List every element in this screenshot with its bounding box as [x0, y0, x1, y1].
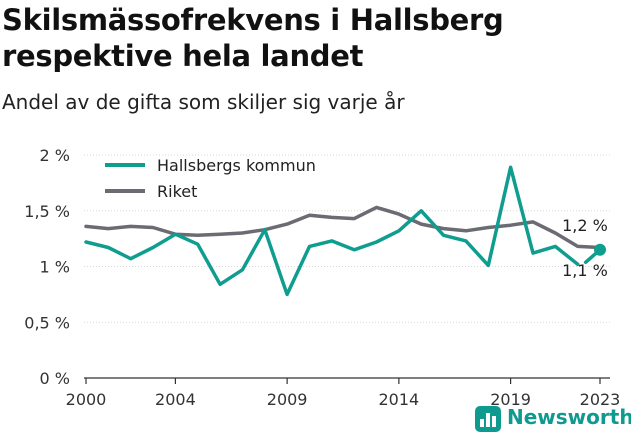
series-endpoint-hallsberg: [594, 243, 606, 256]
end-label-hallsberg: 1,1 %: [562, 261, 608, 280]
x-tick-label: 2009: [267, 390, 308, 409]
x-tick-label: 2000: [66, 390, 107, 409]
series-line-riket: [84, 205, 602, 250]
y-tick-label: 1 %: [40, 258, 70, 277]
legend-label: Hallsbergs kommun: [157, 156, 316, 175]
y-tick-label: 2 %: [40, 146, 70, 165]
x-tick-label: 2004: [155, 390, 196, 409]
x-tick-label: 2023: [580, 390, 621, 409]
chart-title: Skilsmässofrekvens i Hallsberg respektiv…: [2, 3, 504, 73]
end-label-riket: 1,2 %: [562, 216, 608, 235]
bar-chart-icon: [475, 406, 501, 432]
chart-subtitle: Andel av de gifta som skiljer sig varje …: [2, 90, 405, 114]
y-tick-label: 0,5 %: [24, 313, 70, 332]
brand-name: Newsworthy: [507, 405, 631, 429]
legend-label: Riket: [157, 182, 197, 201]
brand-logo: Newsworthy: [475, 403, 631, 435]
x-tick-label: 2014: [379, 390, 420, 409]
y-tick-label: 1,5 %: [24, 202, 70, 221]
x-tick-label: 2019: [490, 390, 531, 409]
series-line-hallsberg: [84, 165, 580, 297]
y-tick-label: 0 %: [40, 369, 70, 388]
